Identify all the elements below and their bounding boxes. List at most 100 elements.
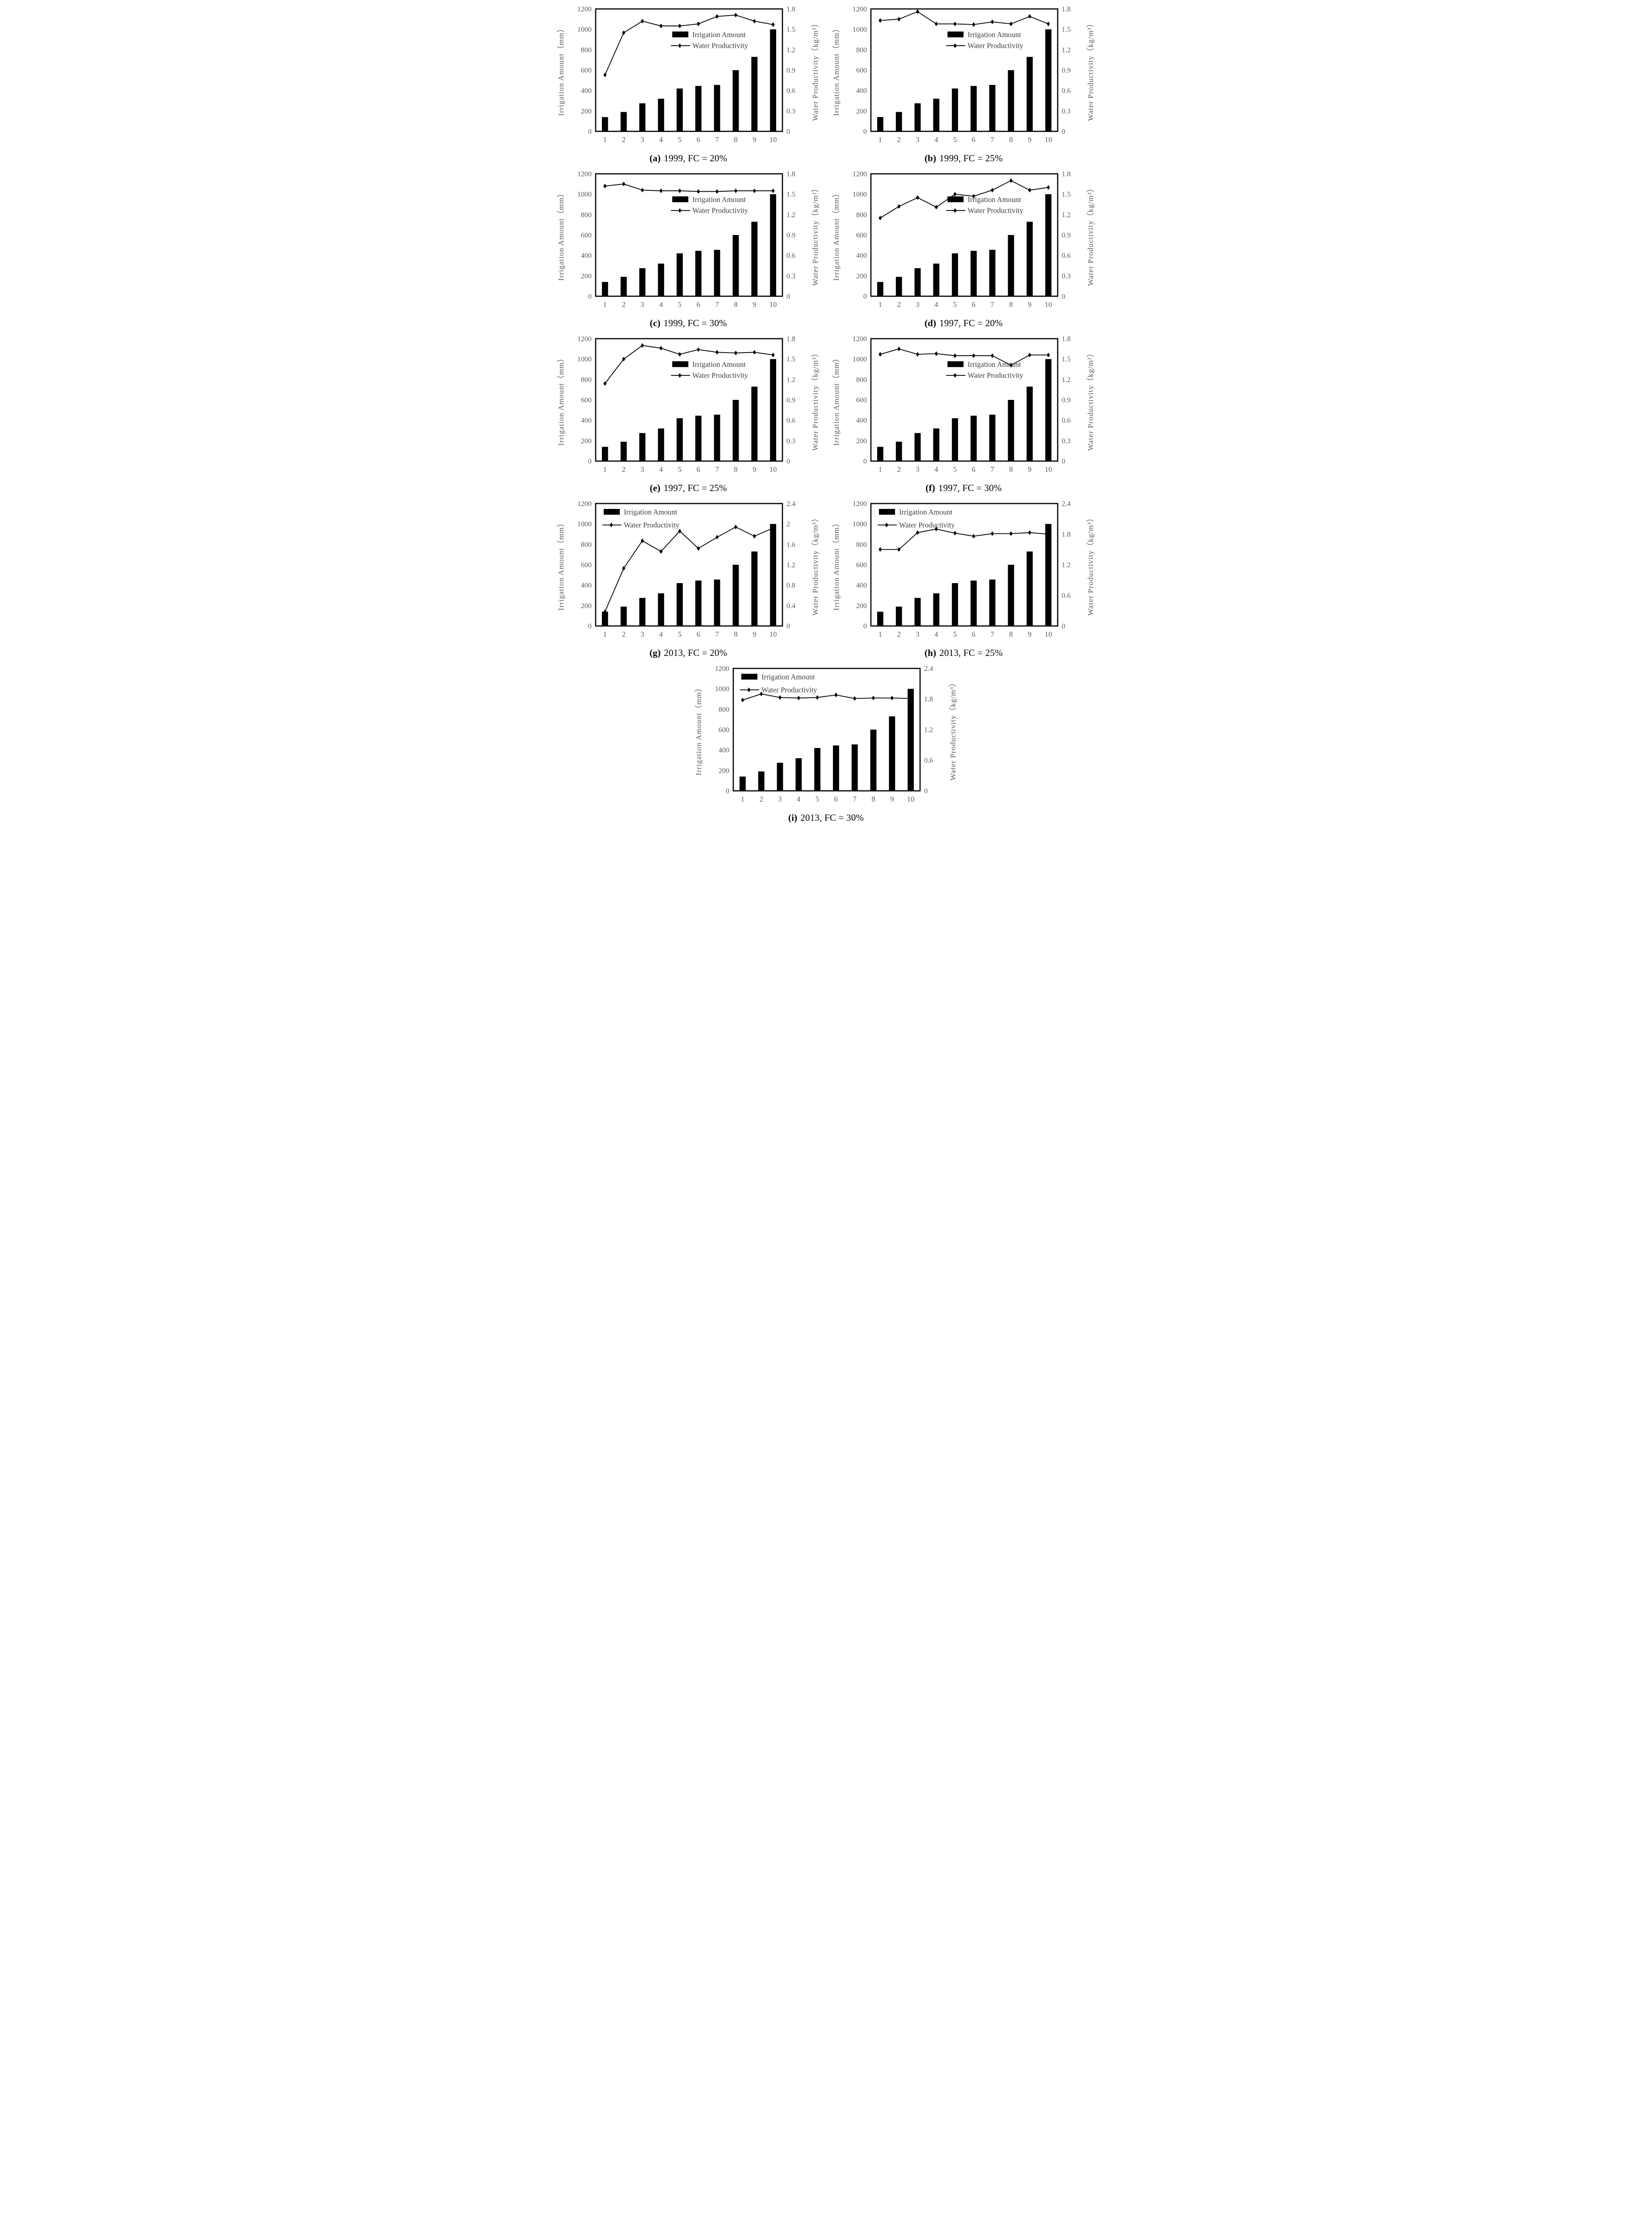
x-tick: 3 [640, 465, 644, 474]
x-tick: 10 [907, 795, 914, 803]
caption-text: 2013, FC = 30% [800, 812, 864, 823]
left-axis-title: Irrigation Amount（mm） [557, 25, 565, 116]
y-left-tick: 600 [581, 232, 592, 239]
caption-letter: (d) [924, 318, 937, 328]
y-left-tick: 600 [581, 397, 592, 404]
legend-line-marker [953, 43, 957, 48]
wp-marker-1 [740, 697, 744, 702]
x-tick: 5 [815, 795, 819, 803]
y-right-tick: 0.6 [1062, 87, 1071, 95]
y-right-tick: 0 [924, 788, 928, 795]
bar-4 [933, 98, 939, 131]
y-left-tick: 1200 [577, 500, 592, 508]
wp-marker-9 [1028, 188, 1031, 193]
legend-bar-label: Irrigation Amount [967, 360, 1021, 369]
bar-1 [877, 282, 883, 296]
x-tick: 4 [934, 135, 938, 144]
bar-8 [1008, 400, 1014, 461]
x-tick: 2 [759, 795, 763, 803]
y-right-tick: 0.6 [1062, 592, 1071, 600]
wp-marker-2 [897, 17, 900, 22]
left-axis-title: Irrigation Amount（mm） [832, 25, 841, 116]
bar-10 [1045, 359, 1051, 461]
bar-1 [739, 777, 746, 791]
plot-frame [595, 338, 783, 462]
x-tick: 8 [734, 300, 737, 309]
caption-text: 1997, FC = 25% [664, 483, 727, 493]
bar-4 [933, 593, 939, 626]
wp-marker-6 [696, 347, 700, 352]
y-right-tick: 1.8 [786, 336, 795, 343]
right-axis-title: Water Productivity（kg/m³） [811, 19, 820, 121]
wp-line [880, 529, 1048, 550]
bar-6 [970, 86, 977, 131]
bar-3 [914, 598, 921, 626]
y-right-tick: 0 [786, 458, 790, 466]
legend-line-label: Water Productivity [761, 686, 817, 694]
x-tick: 7 [715, 135, 719, 144]
y-left-tick: 1200 [577, 171, 592, 178]
x-tick: 4 [934, 300, 938, 309]
legend-line-label: Water Productivity [967, 371, 1023, 380]
right-axis-title: Water Productivity（kg/m³） [949, 679, 957, 781]
wp-marker-8 [1009, 21, 1013, 26]
y-left-tick: 0 [863, 623, 867, 630]
plot-frame [732, 668, 921, 792]
bar-4 [795, 758, 802, 791]
y-right-tick: 1.5 [786, 191, 795, 198]
y-left-tick: 1000 [853, 26, 867, 34]
y-right-tick: 0 [1062, 458, 1065, 466]
y-right-tick: 0 [1062, 623, 1065, 630]
wp-marker-2 [897, 547, 900, 552]
wp-marker-4 [659, 23, 663, 29]
y-right-tick: 2 [786, 521, 790, 528]
wp-marker-10 [1047, 21, 1050, 26]
chart-panel-g: 0 200 400 600 800 1000 1200 0 0.4 0.8 1.2 1.6 2 2.4 1 2… [551, 496, 826, 659]
bar-3 [639, 268, 645, 296]
x-tick: 8 [734, 630, 737, 638]
y-left-tick: 1200 [715, 665, 729, 673]
bar-8 [870, 730, 876, 791]
bar-3 [639, 433, 645, 461]
bar-5 [951, 418, 958, 461]
y-right-tick: 0.9 [786, 232, 795, 239]
y-right-tick: 1.2 [1062, 46, 1071, 54]
bar-3 [777, 763, 783, 791]
bar-10 [769, 359, 776, 461]
bar-1 [877, 117, 883, 131]
wp-line [605, 183, 773, 192]
legend-line-marker [953, 373, 957, 378]
wp-marker-3 [916, 195, 919, 200]
left-axis-title: Irrigation Amount（mm） [832, 189, 841, 281]
legend-line-marker [678, 43, 681, 48]
bar-2 [895, 277, 902, 296]
y-left-tick: 400 [581, 417, 592, 424]
y-left-tick: 1000 [577, 521, 592, 528]
right-axis-title: Water Productivity（kg/m³） [1086, 19, 1095, 121]
y-left-tick: 600 [581, 67, 592, 75]
bar-9 [1026, 386, 1033, 461]
bar-7 [714, 579, 720, 626]
x-tick: 8 [1009, 135, 1013, 144]
caption-letter: (b) [924, 153, 937, 164]
x-tick: 4 [659, 465, 663, 474]
wp-marker-4 [659, 549, 663, 554]
y-left-tick: 1000 [853, 191, 867, 198]
wp-marker-10 [1047, 185, 1050, 190]
right-axis-title: Water Productivity（kg/m³） [1086, 184, 1095, 286]
x-tick: 3 [640, 135, 644, 144]
panel-caption: (f) 1997, FC = 30% [925, 483, 1001, 494]
legend-bar-label: Irrigation Amount [624, 508, 677, 517]
y-left-tick: 0 [588, 623, 592, 630]
y-left-tick: 0 [863, 128, 867, 136]
bar-5 [676, 88, 683, 131]
bar-8 [732, 235, 739, 296]
wp-marker-3 [640, 19, 644, 24]
y-left-tick: 800 [719, 706, 729, 714]
y-right-tick: 0.9 [1062, 397, 1071, 404]
caption-letter: (h) [924, 647, 937, 658]
y-left-tick: 1200 [853, 6, 867, 13]
x-tick: 1 [603, 465, 606, 474]
wp-marker-6 [971, 22, 975, 27]
y-right-tick: 0.3 [786, 108, 795, 115]
